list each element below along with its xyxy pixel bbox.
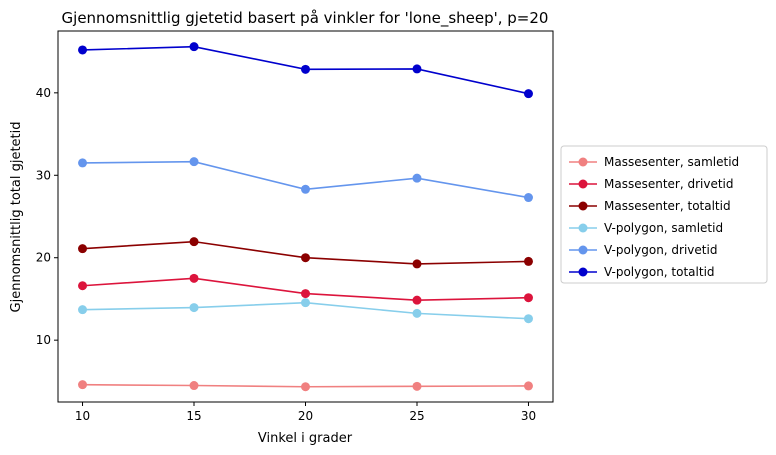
- series-point: [301, 253, 310, 263]
- legend-box: [560, 145, 768, 284]
- x-axis-label: Vinkel i grader: [258, 431, 353, 446]
- series-point: [523, 314, 533, 324]
- series-point: [189, 157, 199, 167]
- series-point: [78, 305, 88, 315]
- series-point: [301, 289, 310, 299]
- series-point: [301, 64, 310, 74]
- chart-title: Gjennomsnittlig gjetetid basert på vinkl…: [62, 9, 549, 28]
- legend-marker: [578, 157, 588, 167]
- x-tick-label: 25: [409, 409, 424, 423]
- legend-marker: [578, 223, 588, 233]
- y-tick-label: 30: [36, 168, 51, 182]
- x-tick-label: 15: [186, 409, 201, 423]
- series-point: [412, 173, 422, 183]
- series-point: [301, 382, 310, 392]
- series-point: [412, 259, 422, 269]
- legend: Massesenter, samletid Massesenter, drivet…: [560, 145, 768, 284]
- y-axis: 10 20 30 40: [36, 86, 58, 347]
- series-point: [189, 303, 199, 313]
- legend-label: Massesenter, drivetid: [604, 177, 734, 191]
- series-point: [523, 256, 533, 266]
- legend-marker: [578, 201, 588, 211]
- series-point: [412, 308, 422, 318]
- series-point: [523, 293, 533, 303]
- legend-label: V-polygon, totaltid: [604, 265, 715, 279]
- series-point: [412, 381, 422, 391]
- series-point: [78, 380, 88, 390]
- legend-label: V-polygon, samletid: [604, 221, 723, 235]
- series-point: [523, 193, 533, 203]
- series-point: [301, 298, 310, 308]
- legend-marker: [578, 267, 588, 277]
- plot-area: [57, 30, 554, 403]
- series-layer: [78, 42, 533, 392]
- legend-marker: [578, 245, 588, 255]
- x-tick-label: 20: [298, 409, 313, 423]
- series-point: [189, 42, 199, 52]
- y-tick-label: 40: [36, 86, 51, 100]
- series-point: [78, 244, 88, 254]
- y-axis-label: Gjennomsnittlig total gjetetid: [9, 122, 24, 313]
- series-point: [189, 273, 199, 283]
- series-point: [78, 281, 88, 291]
- y-tick-label: 10: [36, 333, 51, 347]
- series-point: [523, 89, 533, 99]
- y-tick-label: 20: [36, 251, 51, 265]
- x-tick-label: 10: [75, 409, 90, 423]
- legend-label: Massesenter, totaltid: [604, 199, 731, 213]
- series-point: [78, 158, 88, 168]
- series-point: [78, 45, 88, 55]
- legend-label: Massesenter, samletid: [604, 155, 739, 169]
- series-point: [523, 381, 533, 391]
- legend-marker: [578, 179, 588, 189]
- x-tick-label: 30: [521, 409, 536, 423]
- series-point: [301, 184, 310, 194]
- legend-label: V-polygon, drivetid: [604, 243, 717, 257]
- series-point: [412, 64, 422, 74]
- series-point: [189, 381, 199, 391]
- series-point: [189, 237, 199, 247]
- x-axis: 10 15 20 25 30: [75, 402, 536, 423]
- series-point: [412, 295, 422, 305]
